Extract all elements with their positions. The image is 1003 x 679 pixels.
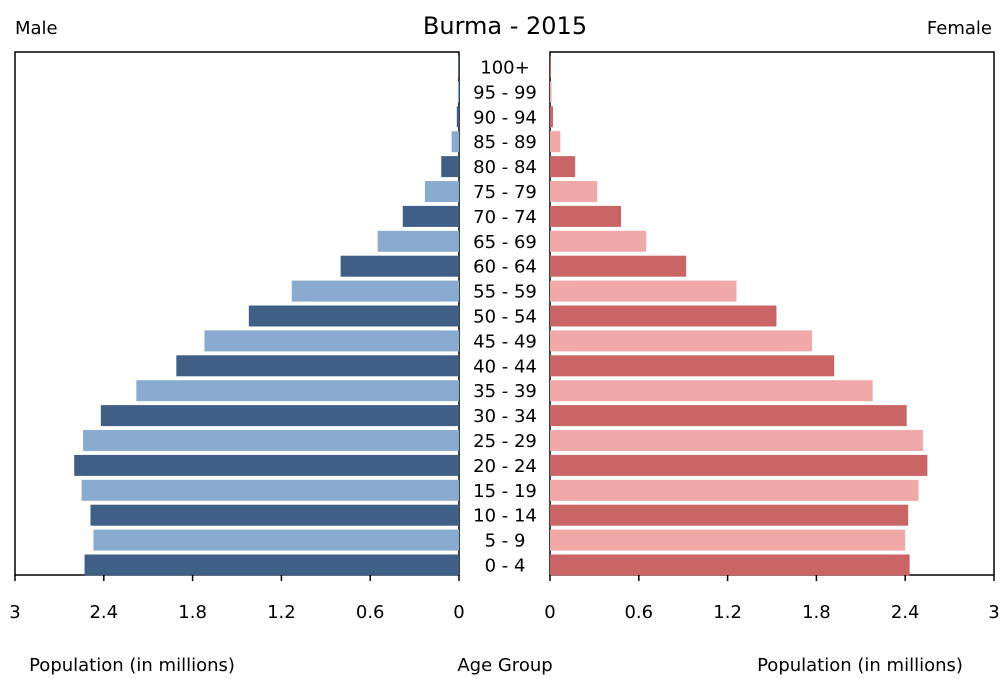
age-group-label-60-64: 60 - 64 xyxy=(473,257,537,278)
male-bar-85-89 xyxy=(451,131,459,153)
female-tick-label: 0.6 xyxy=(624,602,653,623)
male-bar-15-19 xyxy=(81,479,459,501)
male-bar-30-34 xyxy=(100,405,459,427)
age-group-label-45-49: 45 - 49 xyxy=(473,331,537,352)
age-group-label-75-79: 75 - 79 xyxy=(473,182,537,203)
female-bar-80-84 xyxy=(550,156,576,178)
female-bar-30-34 xyxy=(550,405,907,427)
female-tick-label: 1.2 xyxy=(713,602,742,623)
male-bar-10-14 xyxy=(90,504,459,526)
chart-title: Burma - 2015 xyxy=(423,12,587,40)
female-bar-5-9 xyxy=(550,529,906,551)
male-ticks: 0 0.6 1.2 1.8 2.4 3 xyxy=(9,575,465,623)
female-tick-label: 0 xyxy=(544,602,555,623)
female-ticks: 0 0.6 1.2 1.8 2.4 3 xyxy=(544,575,1000,623)
male-bar-80-84 xyxy=(441,156,459,178)
female-bar-65-69 xyxy=(550,230,647,252)
female-bar-25-29 xyxy=(550,430,923,451)
age-group-label-40-44: 40 - 44 xyxy=(473,356,537,377)
male-bars xyxy=(74,56,460,576)
female-tick-label: 3 xyxy=(988,602,999,623)
male-bar-70-74 xyxy=(402,205,459,227)
age-group-label-100plus: 100+ xyxy=(480,58,529,79)
male-bar-90-94 xyxy=(456,106,459,128)
male-bar-65-69 xyxy=(377,230,459,252)
age-group-label-5-9: 5 - 9 xyxy=(485,531,526,552)
male-bar-40-44 xyxy=(176,355,459,377)
age-group-label: Age Group xyxy=(457,655,552,676)
female-bar-0-4 xyxy=(550,554,910,576)
age-group-label-35-39: 35 - 39 xyxy=(473,381,537,402)
female-bar-75-79 xyxy=(550,181,598,202)
age-group-label-80-84: 80 - 84 xyxy=(473,157,537,178)
age-group-label-90-94: 90 - 94 xyxy=(473,107,537,128)
male-bar-95-99 xyxy=(457,81,459,103)
female-bar-40-44 xyxy=(550,355,835,377)
female-bar-90-94 xyxy=(550,106,553,128)
female-bar-20-24 xyxy=(550,454,928,476)
male-tick-label: 3 xyxy=(9,602,20,623)
male-bar-20-24 xyxy=(74,454,459,476)
female-bar-85-89 xyxy=(550,131,561,153)
male-bar-25-29 xyxy=(83,430,459,451)
male-x-axis-label: Population (in millions) xyxy=(29,655,235,676)
male-bar-100plus xyxy=(458,56,459,78)
age-group-label-55-59: 55 - 59 xyxy=(473,282,537,303)
age-group-label-70-74: 70 - 74 xyxy=(473,207,537,228)
female-bar-70-74 xyxy=(550,205,622,227)
male-bar-45-49 xyxy=(204,330,459,352)
female-tick-label: 1.8 xyxy=(802,602,831,623)
age-group-label-95-99: 95 - 99 xyxy=(473,82,537,103)
female-bar-10-14 xyxy=(550,504,909,526)
age-group-label-25-29: 25 - 29 xyxy=(473,431,537,452)
age-group-label-30-34: 30 - 34 xyxy=(473,406,537,427)
male-tick-label: 0 xyxy=(453,602,464,623)
age-labels: 0 - 4 5 - 9 10 - 14 15 - 19 20 - 24 25 - 29 30… xyxy=(473,58,537,577)
female-bar-15-19 xyxy=(550,479,919,501)
female-bar-45-49 xyxy=(550,330,812,352)
male-bar-60-64 xyxy=(340,255,459,277)
male-tick-label: 0.6 xyxy=(356,602,385,623)
female-bar-55-59 xyxy=(550,280,737,302)
female-bar-100plus xyxy=(550,56,551,78)
age-group-label-0-4: 0 - 4 xyxy=(485,556,526,577)
male-tick-label: 1.8 xyxy=(178,602,207,623)
male-bar-0-4 xyxy=(84,554,459,576)
male-tick-label: 2.4 xyxy=(89,602,118,623)
male-bar-5-9 xyxy=(93,529,459,551)
male-bar-75-79 xyxy=(424,181,459,202)
age-group-label-20-24: 20 - 24 xyxy=(473,456,537,477)
female-bar-95-99 xyxy=(550,81,552,103)
female-x-axis-label: Population (in millions) xyxy=(757,655,963,676)
female-bar-60-64 xyxy=(550,255,687,277)
female-tick-label: 2.4 xyxy=(891,602,920,623)
age-group-label-15-19: 15 - 19 xyxy=(473,481,537,502)
female-bar-50-54 xyxy=(550,305,777,327)
female-bars xyxy=(550,56,928,576)
age-group-label-65-69: 65 - 69 xyxy=(473,232,537,253)
male-bar-55-59 xyxy=(291,280,459,302)
age-group-label-85-89: 85 - 89 xyxy=(473,132,537,153)
age-group-label-10-14: 10 - 14 xyxy=(473,506,537,527)
female-bar-35-39 xyxy=(550,380,873,402)
female-label: Female xyxy=(927,18,992,39)
male-label: Male xyxy=(15,18,58,39)
age-group-label-50-54: 50 - 54 xyxy=(473,307,537,328)
male-bar-35-39 xyxy=(136,380,460,402)
male-tick-label: 1.2 xyxy=(267,602,296,623)
male-bar-50-54 xyxy=(248,305,459,327)
